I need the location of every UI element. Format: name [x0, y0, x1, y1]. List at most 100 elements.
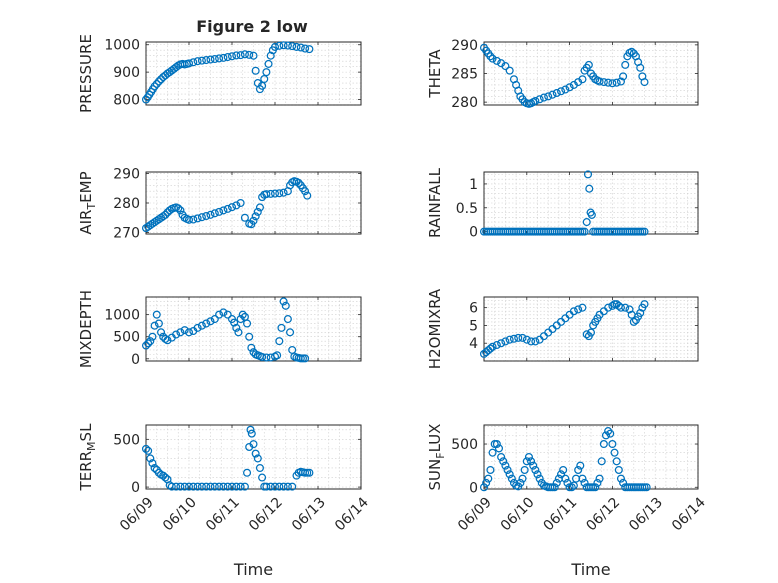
y-tick-label: 280	[113, 196, 140, 212]
data-point	[255, 203, 264, 212]
y-axis-label: THETA	[426, 49, 444, 99]
data-point	[230, 318, 239, 327]
data-point	[180, 326, 189, 335]
data-point	[223, 310, 232, 319]
axes-frame	[145, 41, 362, 106]
data-point	[245, 332, 254, 341]
data-point	[576, 461, 585, 470]
data-point	[642, 483, 651, 492]
data-point	[215, 54, 224, 63]
y-tick-label: 6	[469, 301, 478, 317]
data-point	[210, 54, 219, 64]
data-point	[582, 218, 591, 227]
data-point	[238, 310, 247, 319]
data-series	[479, 300, 649, 358]
data-point	[152, 79, 161, 88]
data-point	[249, 51, 258, 60]
data-point	[574, 305, 583, 314]
data-point	[583, 170, 593, 179]
data-point	[296, 43, 305, 52]
data-point	[279, 297, 288, 306]
y-tick-label: 290	[451, 38, 478, 54]
data-point	[499, 457, 508, 466]
data-point	[251, 66, 260, 75]
data-point	[262, 68, 271, 77]
data-point	[206, 55, 215, 64]
data-point	[619, 478, 628, 487]
data-point	[612, 457, 621, 466]
data-point	[518, 474, 527, 483]
data-point	[243, 319, 252, 328]
y-tick-label: 900	[113, 65, 140, 81]
data-point	[627, 47, 636, 56]
data-point	[305, 45, 314, 54]
data-point	[172, 482, 181, 491]
data-point	[640, 227, 649, 236]
data-point	[240, 482, 249, 491]
x-tick-label: 06/13	[289, 495, 329, 535]
x-tick-label: 06/14	[669, 494, 709, 534]
data-point	[520, 465, 529, 474]
data-point	[223, 53, 232, 62]
data-point	[522, 457, 531, 466]
data-point	[479, 483, 489, 492]
data-point	[492, 56, 501, 65]
subplot-theta: 280 285 290 THETA	[426, 38, 699, 111]
data-point	[150, 82, 159, 91]
data-point	[227, 482, 237, 491]
data-point	[535, 474, 544, 483]
data-point	[492, 440, 501, 449]
data-point	[533, 470, 542, 479]
data-point	[215, 207, 224, 216]
data-point	[619, 72, 628, 81]
x-tick-label: 06/14	[332, 494, 372, 534]
x-tick-label: 06/13	[626, 495, 666, 535]
data-point	[219, 53, 228, 62]
data-point	[150, 463, 159, 473]
data-point	[292, 42, 301, 51]
data-point	[197, 321, 206, 330]
data-point	[616, 474, 625, 483]
data-point	[507, 474, 516, 483]
data-point	[283, 41, 292, 50]
data-point	[279, 188, 288, 197]
data-point	[236, 198, 245, 208]
data-series	[141, 425, 314, 491]
data-point	[202, 319, 211, 328]
data-point	[176, 206, 185, 215]
data-point	[251, 212, 260, 221]
data-point	[606, 429, 615, 438]
axes-frame	[483, 424, 699, 490]
data-point	[266, 189, 275, 198]
y-tick-label: 5	[469, 318, 478, 334]
data-point	[279, 41, 288, 50]
data-point	[277, 323, 286, 332]
data-point	[604, 303, 613, 312]
data-point	[599, 440, 608, 449]
data-point	[488, 54, 497, 63]
data-point	[232, 51, 241, 60]
data-point	[486, 465, 495, 474]
data-point	[612, 78, 621, 87]
data-point	[288, 482, 297, 491]
y-tick-label: 285	[451, 67, 478, 83]
y-axis-label: PRESSURE	[77, 34, 95, 113]
data-point	[146, 337, 155, 346]
data-point	[286, 328, 295, 337]
data-point	[518, 333, 527, 342]
data-point	[565, 83, 574, 92]
data-point	[176, 328, 185, 337]
data-point	[260, 74, 269, 84]
data-point	[288, 42, 297, 51]
data-point	[193, 323, 202, 332]
data-point	[247, 429, 256, 438]
subplot-h2omixra: 4 56 H2OMIXRA	[426, 288, 699, 369]
x-tick-label: 06/10	[498, 495, 538, 535]
data-point	[236, 482, 245, 491]
data-point	[193, 482, 202, 491]
data-point	[202, 211, 211, 221]
data-point	[262, 353, 271, 362]
data-point	[184, 328, 194, 337]
data-point	[531, 337, 540, 346]
data-point	[264, 59, 273, 68]
